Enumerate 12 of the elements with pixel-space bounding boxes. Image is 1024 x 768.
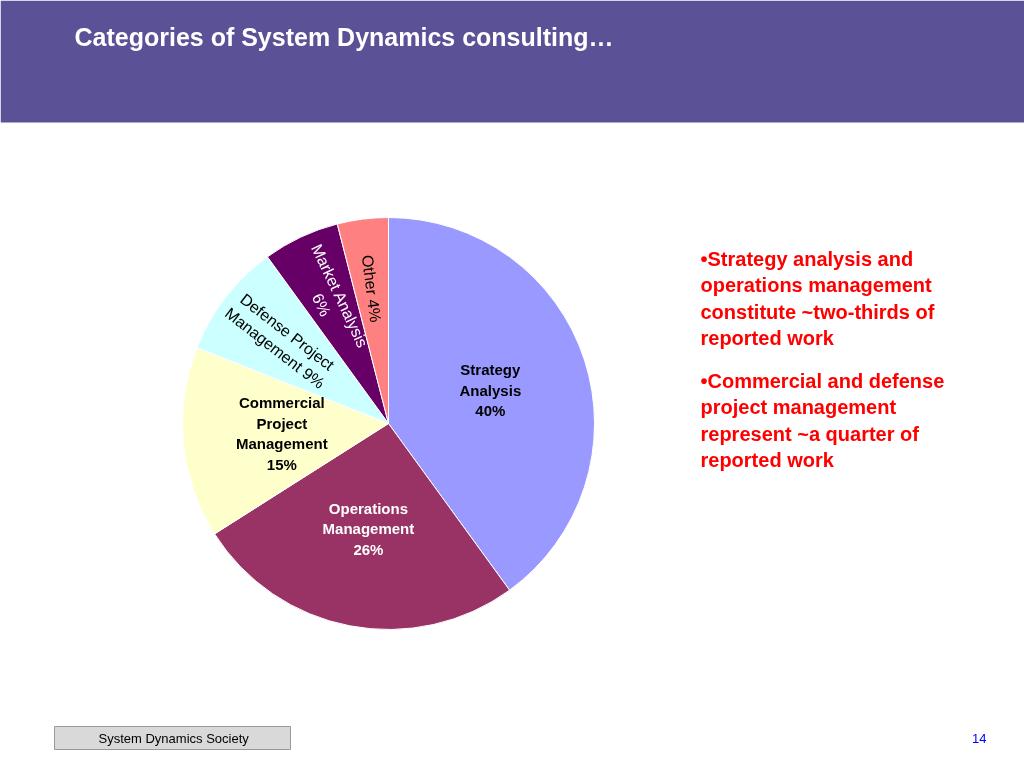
data-label: 40% xyxy=(475,402,506,420)
slice-label: Operations Management xyxy=(322,499,415,538)
data-label: 15% xyxy=(266,455,297,473)
slice-label: Other 4% xyxy=(358,254,385,324)
text: •Commercial and defense project management represent ~a quarter of reported work xyxy=(700,369,945,472)
text: •Strategy analysis and operations management constitute ~two-thirds of reported work xyxy=(700,247,935,350)
data-label: 26% xyxy=(353,540,384,558)
text: 14 xyxy=(972,731,987,746)
chart-title: Categories of System Dynamics consulting… xyxy=(74,22,614,51)
slice-label: Commercial Project Management xyxy=(236,394,328,453)
text: System Dynamics Society xyxy=(98,731,250,746)
slice-label: Strategy Analysis xyxy=(459,361,522,399)
